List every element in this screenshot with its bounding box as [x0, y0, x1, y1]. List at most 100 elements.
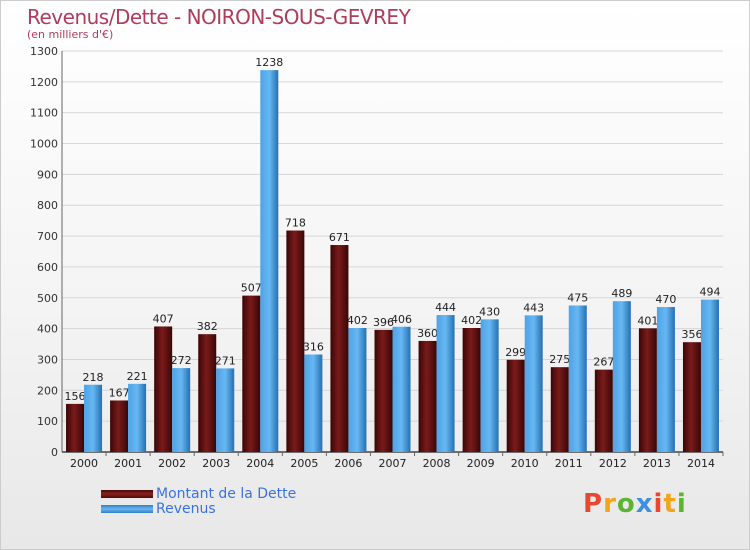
data-label: 494 — [699, 286, 720, 299]
y-tick-label: 1100 — [30, 107, 58, 120]
data-label: 507 — [241, 282, 262, 295]
data-label: 360 — [417, 327, 438, 340]
logo-letter: i — [676, 489, 687, 519]
legend-label-debt: Montant de la Dette — [156, 486, 297, 502]
bar-debt — [506, 359, 525, 452]
bar-debt — [418, 340, 437, 452]
x-tick-label: 2007 — [379, 457, 407, 470]
y-tick-label: 600 — [37, 261, 58, 274]
bar-debt — [330, 245, 349, 452]
bar-revenue — [392, 326, 411, 452]
y-tick-label: 1000 — [30, 138, 58, 151]
x-tick-label: 2006 — [334, 457, 362, 470]
x-tick-label: 2011 — [555, 457, 583, 470]
chart-subtitle: (en milliers d'€) — [27, 28, 114, 41]
y-tick-label: 0 — [51, 446, 58, 459]
bar-debt — [242, 295, 261, 452]
data-label: 489 — [611, 287, 632, 300]
data-label: 167 — [109, 386, 130, 399]
data-label: 396 — [373, 316, 394, 329]
logo-letter: x — [635, 489, 654, 519]
data-label: 444 — [435, 301, 456, 314]
x-tick-label: 2010 — [511, 457, 539, 470]
logo-letter: t — [663, 489, 677, 519]
x-tick-label: 2000 — [70, 457, 98, 470]
data-label: 267 — [593, 356, 614, 369]
legend-label-revenue: Revenus — [156, 501, 216, 517]
bar-debt — [286, 230, 305, 452]
bar-debt — [594, 369, 613, 452]
x-tick-label: 2013 — [643, 457, 671, 470]
y-tick-label: 400 — [37, 323, 58, 336]
logo-letter: r — [603, 489, 617, 519]
logo-letter: o — [616, 489, 636, 519]
bar-revenue — [84, 384, 103, 452]
chart-title: Revenus/Dette - NOIRON-SOUS-GEVREY — [27, 5, 411, 29]
bar-revenue — [612, 301, 631, 452]
y-tick-label: 900 — [37, 168, 58, 181]
data-label: 671 — [329, 231, 350, 244]
x-tick-label: 2003 — [202, 457, 230, 470]
bar-debt — [638, 328, 657, 452]
y-tick-label: 700 — [37, 230, 58, 243]
data-label: 299 — [505, 346, 526, 359]
bar-revenue — [524, 315, 543, 452]
bar-revenue — [656, 307, 675, 452]
data-label: 401 — [637, 314, 658, 327]
bar-debt — [154, 326, 173, 452]
data-label: 430 — [479, 305, 500, 318]
data-label: 275 — [549, 353, 570, 366]
bar-revenue — [172, 368, 191, 452]
x-tick-label: 2001 — [114, 457, 142, 470]
bar-revenue — [480, 319, 499, 452]
x-tick-label: 2004 — [246, 457, 274, 470]
y-tick-label: 300 — [37, 353, 58, 366]
legend-swatch-revenue — [101, 505, 153, 513]
y-tick-label: 100 — [37, 415, 58, 428]
y-tick-label: 200 — [37, 384, 58, 397]
legend-swatch-debt — [101, 490, 153, 498]
y-tick-label: 1200 — [30, 76, 58, 89]
bar-revenue — [128, 383, 147, 452]
data-label: 218 — [83, 371, 104, 384]
bar-debt — [462, 327, 481, 452]
data-label: 1238 — [255, 56, 283, 69]
data-label: 470 — [655, 293, 676, 306]
data-label: 475 — [567, 291, 588, 304]
x-tick-label: 2005 — [290, 457, 318, 470]
y-tick-label: 800 — [37, 199, 58, 212]
x-tick-label: 2014 — [687, 457, 715, 470]
data-label: 443 — [523, 301, 544, 314]
x-tick-label: 2012 — [599, 457, 627, 470]
x-tick-label: 2002 — [158, 457, 186, 470]
proxiti-logo: Proxiti — [583, 489, 687, 519]
data-label: 406 — [391, 313, 412, 326]
data-label: 221 — [127, 370, 148, 383]
bar-debt — [198, 334, 217, 452]
data-label: 356 — [681, 328, 702, 341]
bar-revenue — [436, 315, 455, 452]
bar-debt — [374, 329, 393, 452]
data-label: 271 — [215, 354, 236, 367]
logo-letter: P — [583, 489, 604, 519]
data-label: 156 — [65, 390, 86, 403]
bar-revenue — [348, 327, 367, 452]
data-label: 402 — [461, 314, 482, 327]
data-label: 272 — [171, 354, 192, 367]
bar-revenue — [260, 70, 279, 452]
bar-revenue — [304, 354, 323, 452]
bar-debt — [110, 400, 129, 452]
bar-revenue — [700, 299, 719, 452]
data-label: 382 — [197, 320, 218, 333]
logo-letter: i — [653, 489, 664, 519]
y-tick-label: 500 — [37, 292, 58, 305]
data-label: 407 — [153, 312, 174, 325]
y-tick-label: 1300 — [30, 45, 58, 58]
bar-revenue — [568, 305, 587, 452]
data-label: 402 — [347, 314, 368, 327]
bar-debt — [682, 342, 701, 452]
data-label: 316 — [303, 341, 324, 354]
x-tick-label: 2008 — [423, 457, 451, 470]
